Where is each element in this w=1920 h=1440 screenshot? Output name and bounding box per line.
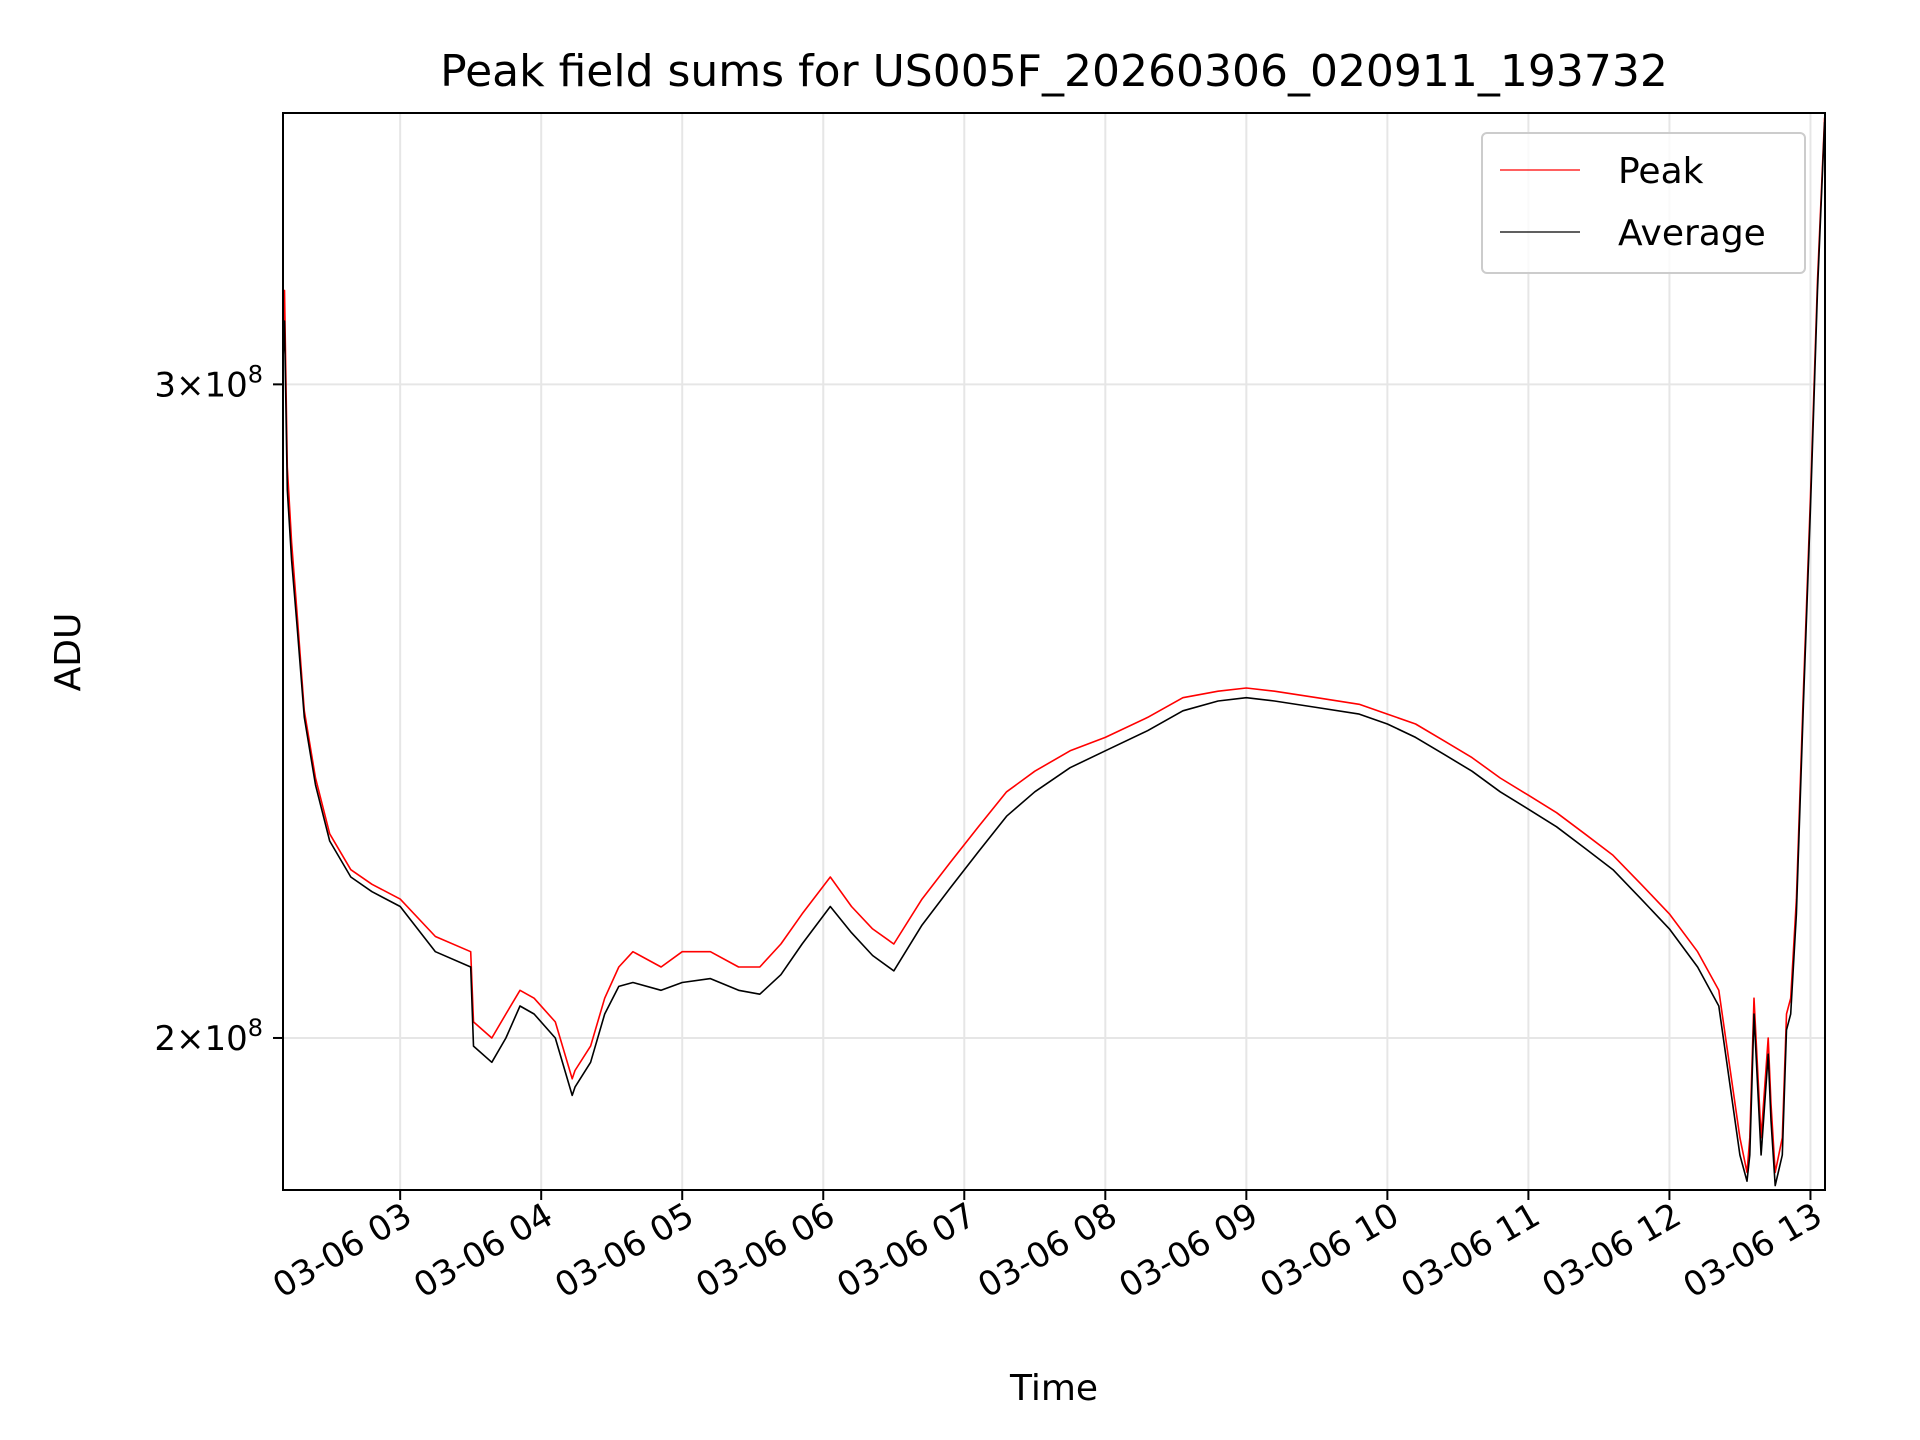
- series-line-average: [282, 122, 1826, 1187]
- legend-peak-label: Peak: [1618, 151, 1704, 192]
- series-lines: [282, 117, 1826, 1187]
- y-axis-ticks: 2×108 3×108: [154, 360, 283, 1059]
- legend: Peak Average: [1481, 132, 1806, 274]
- y-tick-label-0: 2×108: [154, 1014, 263, 1059]
- legend-box: [1481, 132, 1806, 274]
- x-axis-label: Time: [1009, 1368, 1098, 1409]
- y-tick-label-1: 3×108: [154, 360, 263, 405]
- y-axis-label: ADU: [48, 613, 89, 692]
- legend-average-label: Average: [1618, 213, 1766, 254]
- grid-lines: [283, 113, 1825, 1190]
- plot-frame: [282, 112, 1826, 1191]
- chart-title: Peak field sums for US005F_20260306_0209…: [440, 46, 1668, 97]
